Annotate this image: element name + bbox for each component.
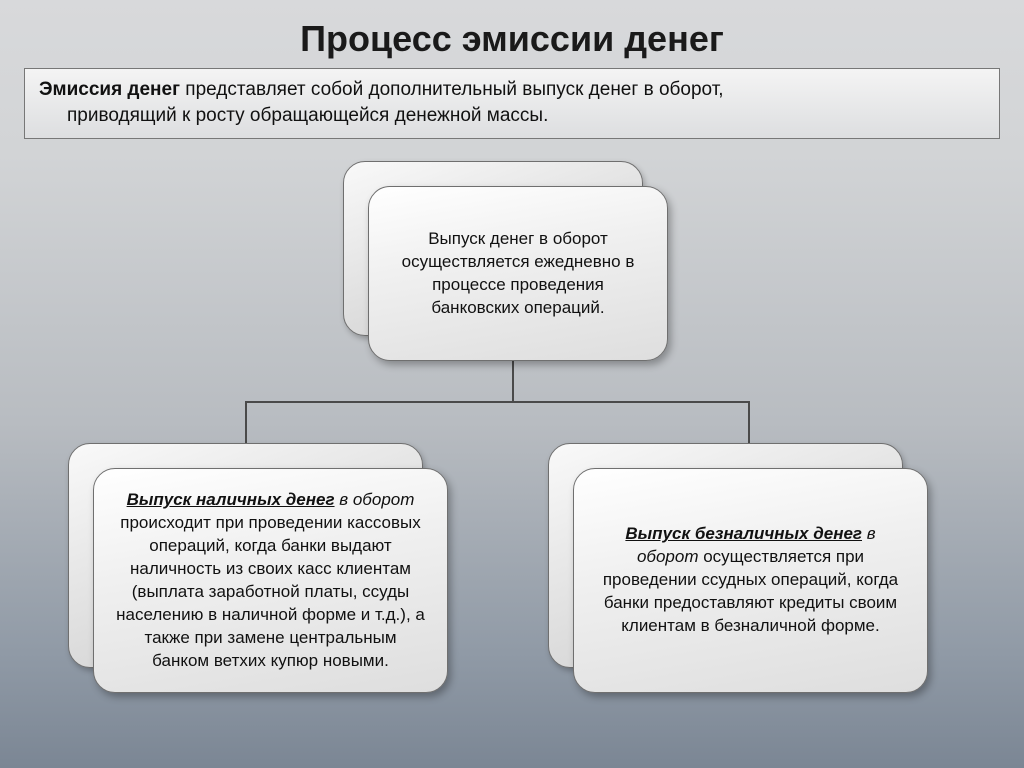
diagram-stage: Выпуск денег в оборот осуществляется еже…: [0, 139, 1024, 699]
connector-h-bus: [245, 401, 750, 403]
connector-v-right: [748, 401, 750, 443]
definition-line2: приводящий к росту обращающейся денежной…: [39, 103, 985, 129]
right-lead-bi: Выпуск безналичных денег: [625, 524, 862, 543]
page-title: Процесс эмиссии денег: [0, 0, 1024, 68]
definition-term: Эмиссия денег: [39, 79, 180, 100]
left-lead-bi: Выпуск наличных денег: [127, 490, 335, 509]
definition-box: Эмиссия денег представляет собой дополни…: [24, 68, 1000, 139]
left-lead-i: в оборот: [335, 490, 415, 509]
root-node: Выпуск денег в оборот осуществляется еже…: [368, 186, 668, 361]
connector-v-root: [512, 361, 514, 403]
root-node-text: Выпуск денег в оборот осуществляется еже…: [391, 228, 645, 320]
definition-rest1: представляет собой дополнительный выпуск…: [180, 79, 724, 100]
left-node-text: Выпуск наличных денег в оборот происходи…: [116, 489, 425, 673]
right-node-text: Выпуск безналичных денег в оборот осущес…: [596, 523, 905, 638]
left-rest: происходит при проведении кассовых опера…: [116, 513, 425, 670]
connector-v-left: [245, 401, 247, 443]
left-node: Выпуск наличных денег в оборот происходи…: [93, 468, 448, 693]
right-node: Выпуск безналичных денег в оборот осущес…: [573, 468, 928, 693]
